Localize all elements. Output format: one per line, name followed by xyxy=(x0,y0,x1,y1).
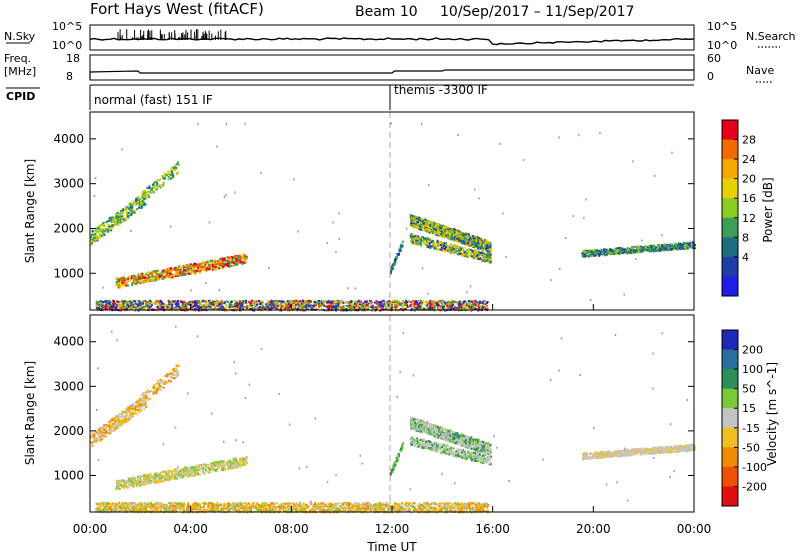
y-tick-label: 1000 xyxy=(53,266,84,280)
freq-unit: [MHz] xyxy=(4,65,36,78)
x-tick-label: 08:00 xyxy=(274,522,309,536)
colorbar-tick-label: 4 xyxy=(742,251,749,264)
colorbar-tick-label: -100 xyxy=(742,461,767,474)
x-axis-label: Time UT xyxy=(366,540,417,554)
colorbar-segment xyxy=(722,369,738,389)
freq-trace xyxy=(90,70,694,80)
colorbar-segment xyxy=(722,120,738,140)
colorbar-tick-label: -200 xyxy=(742,480,767,493)
colorbar-tick-label: 28 xyxy=(742,134,756,147)
x-tick-label: 16:00 xyxy=(475,522,510,536)
y-tick-label: 1000 xyxy=(53,468,84,482)
colorbar-segment xyxy=(722,179,738,199)
cpid-mode-1: normal (fast) 151 IF xyxy=(94,93,213,107)
power-y-ticks: 1000 2000 3000 4000 xyxy=(53,132,694,280)
colorbar-segment xyxy=(722,140,738,160)
freq-tick-bottom: 8 xyxy=(66,70,73,83)
y-tick-label: 2000 xyxy=(53,424,84,438)
nave-label: Nave xyxy=(746,64,774,77)
freq-strip: Freq. [MHz] 18 8 60 0 Nave xyxy=(4,52,774,83)
power-colorbar: 28 24 20 16 12 8 4 xyxy=(722,120,756,297)
x-tick-label: 00:00 xyxy=(677,522,712,536)
nsky-trace xyxy=(90,38,694,45)
colorbar-tick-label: -50 xyxy=(742,441,760,454)
date-range: 10/Sep/2017 – 11/Sep/2017 xyxy=(440,4,634,20)
colorbar-tick-label: 20 xyxy=(742,173,756,186)
nsearch-tick-top: 10^5 xyxy=(707,20,737,33)
colorbar-tick-label: 16 xyxy=(742,192,756,205)
colorbar-tick-label: 24 xyxy=(742,153,756,166)
freq-tick-top: 18 xyxy=(66,52,80,65)
colorbar-segment xyxy=(722,350,738,370)
colorbar-segment xyxy=(722,257,738,277)
y-tick-label: 4000 xyxy=(53,335,84,349)
colorbar-segment xyxy=(722,330,738,350)
x-axis-ticks: 00:00 04:00 08:00 12:00 16:00 20:00 00:00 xyxy=(73,304,712,536)
colorbar-tick-label: -15 xyxy=(742,422,760,435)
colorbar-segment xyxy=(722,408,738,428)
colorbar-segment xyxy=(722,198,738,218)
colorbar-tick-label: 12 xyxy=(742,212,756,225)
colorbar-tick-label: 200 xyxy=(742,344,763,357)
radar-title: Fort Hays West (fitACF) xyxy=(90,0,264,18)
power-colorbar-label: Power [dB] xyxy=(761,177,775,242)
freq-label: Freq. xyxy=(4,52,31,65)
colorbar-segment xyxy=(722,389,738,409)
nsky-strip: N.Sky 10^5 10^0 10^5 10^0 N.Search xyxy=(4,20,796,52)
nsky-spikes xyxy=(118,29,226,40)
x-tick-label: 04:00 xyxy=(173,522,208,536)
power-scatter xyxy=(90,123,696,312)
colorbar-segment xyxy=(722,218,738,238)
cpid-strip: CPID normal (fast) 151 IF themis -3300 I… xyxy=(6,83,694,110)
y-tick-label: 4000 xyxy=(53,132,84,146)
colorbar-segment xyxy=(722,276,738,296)
nsky-label: N.Sky xyxy=(4,30,36,43)
colorbar-segment xyxy=(722,486,738,506)
cpid-mode-2: themis -3300 IF xyxy=(394,83,488,97)
y-tick-label: 3000 xyxy=(53,379,84,393)
beam-label: Beam 10 xyxy=(355,4,418,20)
velocity-colorbar-label: Velocity [m s^-1] xyxy=(765,362,779,466)
x-tick-label: 20:00 xyxy=(576,522,611,536)
power-panel: 1000 2000 3000 4000 Slant Range [km] 28 24 20… xyxy=(23,112,775,312)
colorbar-segment xyxy=(722,237,738,257)
y-tick-label: 2000 xyxy=(53,221,84,235)
colorbar-segment xyxy=(722,428,738,448)
colorbar-tick-label: 50 xyxy=(742,383,756,396)
colorbar-tick-label: 100 xyxy=(742,363,763,376)
colorbar-segment xyxy=(722,159,738,179)
x-tick-label: 12:00 xyxy=(375,522,410,536)
x-tick-label: 00:00 xyxy=(73,522,108,536)
nsky-tick-top: 10^5 xyxy=(52,20,82,33)
cpid-label: CPID xyxy=(6,90,35,103)
colorbar-segment xyxy=(722,467,738,487)
nave-tick-top: 60 xyxy=(707,52,721,65)
colorbar-tick-label: 15 xyxy=(742,402,756,415)
y-tick-label: 3000 xyxy=(53,177,84,191)
colorbar-segment xyxy=(722,447,738,467)
velocity-ylabel: Slant Range [km] xyxy=(23,361,37,465)
nsearch-label: N.Search xyxy=(746,30,796,43)
colorbar-tick-label: 8 xyxy=(742,231,749,244)
nsearch-tick-bottom: 10^0 xyxy=(707,39,737,52)
velocity-y-ticks: 1000 2000 3000 4000 xyxy=(53,335,694,483)
velocity-colorbar: 200 100 50 15 -15 -50 -100 -200 xyxy=(722,330,767,507)
velocity-panel: 1000 2000 3000 4000 Slant Range [km] 200 100… xyxy=(23,304,779,554)
nave-tick-bottom: 0 xyxy=(707,70,714,83)
power-ylabel: Slant Range [km] xyxy=(23,159,37,263)
nsky-tick-bottom: 10^0 xyxy=(52,39,82,52)
velocity-scatter xyxy=(90,326,696,514)
